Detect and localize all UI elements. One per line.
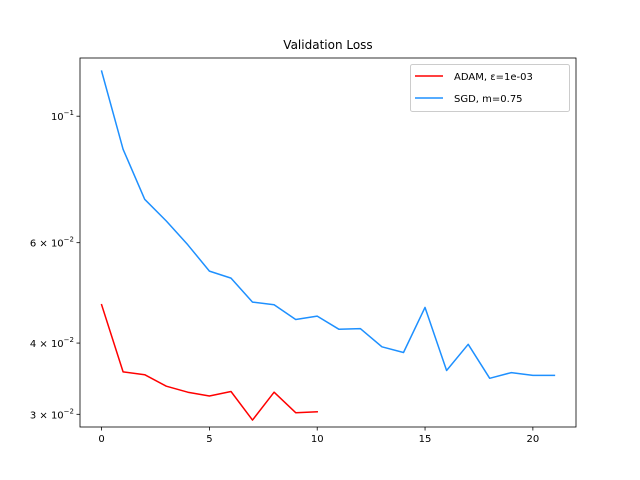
y-tick-label: 6 × 10−2 xyxy=(30,236,74,250)
x-tick-label: 20 xyxy=(527,434,540,445)
x-tick-label: 10 xyxy=(311,434,324,445)
y-tick-label: 4 × 10−2 xyxy=(30,336,74,350)
legend-label-0: ADAM, ε=1e-03 xyxy=(454,72,533,83)
plot-frame xyxy=(79,57,577,428)
series-line-1 xyxy=(100,70,556,380)
x-tick-label: 5 xyxy=(206,434,212,445)
y-tick-label: 10−1 xyxy=(51,109,74,123)
legend-label-1: SGD, m=0.75 xyxy=(454,94,523,105)
legend[interactable]: ADAM, ε=1e-03 SGD, m=0.75 xyxy=(410,64,570,112)
series-line-0 xyxy=(100,303,318,421)
chart-title: Validation Loss xyxy=(283,38,372,52)
ticks-layer: 0 5 10 15 20 3 × 10−2 4 × 10−2 6 × 10−2 10−1 xyxy=(30,109,539,445)
series-layer xyxy=(100,70,556,421)
x-tick-label: 0 xyxy=(98,434,104,445)
x-tick-label: 15 xyxy=(419,434,432,445)
legend-box xyxy=(410,64,570,112)
y-tick-label: 3 × 10−2 xyxy=(30,407,74,421)
